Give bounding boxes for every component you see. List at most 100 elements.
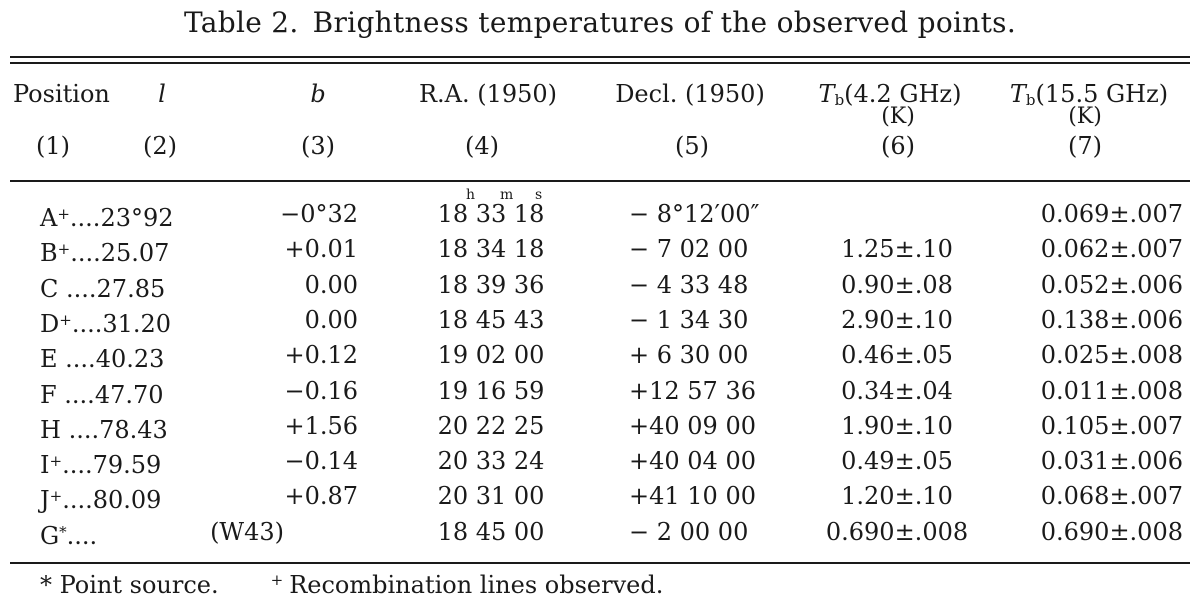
- cell-tb-15-5: 0.052±.006: [1040, 270, 1183, 299]
- colnum-5: (5): [675, 132, 709, 160]
- cell-tb-15-5: 0.031±.006: [1040, 447, 1183, 476]
- cell-l: 31.20: [102, 309, 172, 338]
- cell-b: (W43): [210, 517, 284, 546]
- cell-dec: − 2 00 00: [629, 517, 749, 546]
- ra-minutes-unit: m: [500, 187, 514, 203]
- cell-tb-4-2: 0.34±.04: [841, 376, 953, 405]
- colnum-7: (7): [1068, 132, 1102, 160]
- cell-l: 40.23: [95, 345, 165, 374]
- header-tb-4-2ghz-unit: (K): [881, 104, 915, 129]
- cell-position: E ....40.23: [40, 345, 165, 374]
- cell-l: 79.59: [92, 451, 162, 480]
- cell-tb-15-5: 0.025±.008: [1040, 341, 1183, 370]
- cell-b: +0.87: [284, 482, 358, 511]
- cell-b: +0.12: [284, 341, 358, 370]
- cell-b: 0.00: [304, 270, 358, 299]
- cell-tb-4-2: 0.46±.05: [841, 341, 953, 370]
- cell-ra: 18 34 18: [437, 235, 545, 264]
- cell-dec: +12 57 36: [629, 376, 756, 405]
- row-marker: +: [49, 452, 63, 471]
- cell-position: C ....27.85: [40, 274, 166, 303]
- colnum-1: (1): [36, 132, 70, 160]
- cell-tb-4-2: 1.90±.10: [841, 411, 953, 440]
- top-rule-inner: [10, 62, 1190, 64]
- ra-seconds-unit: s: [535, 187, 543, 203]
- footnote-plus-mark: +: [270, 571, 284, 589]
- cell-dec: − 7 02 00: [629, 235, 749, 264]
- cell-position: I+....79.59: [40, 451, 162, 480]
- header-position: Position: [13, 80, 110, 108]
- cell-ra: 20 31 00: [437, 482, 545, 511]
- cell-ra: 19 16 59: [437, 376, 545, 405]
- cell-dec: − 1 34 30: [629, 305, 749, 334]
- cell-l: 80.09: [92, 486, 162, 515]
- table-number: Table 2.: [183, 6, 299, 39]
- cell-dec: +40 09 00: [629, 411, 756, 440]
- colnum-4: (4): [465, 132, 499, 160]
- footnote-recombination: Recombination lines observed.: [289, 571, 664, 599]
- cell-ra: 18 45 43: [437, 305, 545, 334]
- cell-tb-15-5: 0.062±.007: [1040, 235, 1183, 264]
- footnotes: * Point source. + Recombination lines obse…: [40, 571, 663, 599]
- cell-b: −0.16: [284, 376, 358, 405]
- row-marker: +: [59, 310, 72, 329]
- cell-tb-15-5: 0.069±.007: [1040, 200, 1183, 228]
- row-marker: +: [57, 205, 70, 223]
- cell-ra: 19 02 00: [437, 341, 545, 370]
- cell-tb-15-5: 0.011±.008: [1040, 376, 1183, 405]
- cell-b: +0.01: [284, 235, 358, 264]
- header-tb-15-5ghz: Tb(15.5 GHz): [1009, 80, 1169, 109]
- header-dec: Decl. (1950): [615, 80, 765, 108]
- cell-tb-15-5: 0.068±.007: [1040, 482, 1183, 511]
- cell-tb-15-5: 0.690±.008: [1040, 517, 1183, 546]
- ra-hours-unit: h: [466, 187, 476, 203]
- cell-tb-4-2: 1.20±.10: [841, 482, 953, 511]
- header-tb-15-5ghz-unit: (K): [1068, 104, 1102, 129]
- bottom-rule: [10, 562, 1190, 564]
- row-marker: *: [59, 522, 67, 541]
- cell-position: D+....31.20: [40, 309, 172, 338]
- cell-l: 47.70: [94, 380, 164, 409]
- header-rule: [10, 180, 1190, 182]
- cell-dec: +40 04 00: [629, 447, 756, 476]
- cell-tb-15-5: 0.138±.006: [1040, 305, 1183, 334]
- cell-tb-4-2: 0.690±.008: [825, 517, 969, 546]
- cell-ra: 20 33 24: [437, 447, 545, 476]
- table-caption: Table 2. Brightness temperatures of the o…: [0, 6, 1200, 39]
- cell-position: A+....23°92: [40, 204, 174, 232]
- cell-tb-4-2: 1.25±.10: [841, 235, 953, 264]
- cell-dec: + 6 30 00: [629, 341, 749, 370]
- cell-ra: 18 33 18: [437, 200, 545, 228]
- table-title: Brightness temperatures of the observed …: [312, 6, 1017, 39]
- cell-position: F ....47.70: [40, 380, 164, 409]
- header-b: b: [310, 80, 326, 108]
- cell-position: J+....80.09: [40, 486, 162, 515]
- colnum-3: (3): [301, 132, 335, 160]
- header-tb-4-2ghz: Tb(4.2 GHz): [818, 80, 962, 109]
- cell-tb-4-2: 2.90±.10: [841, 305, 953, 334]
- cell-tb-4-2: 0.90±.08: [841, 270, 953, 299]
- cell-l: 27.85: [96, 274, 166, 303]
- header-ra: R.A. (1950): [418, 80, 558, 108]
- top-rule-outer: [10, 56, 1190, 58]
- cell-b: −0.14: [284, 447, 358, 476]
- header-l: l: [158, 80, 166, 108]
- cell-tb-15-5: 0.105±.007: [1040, 411, 1183, 440]
- cell-tb-4-2: 0.49±.05: [841, 447, 953, 476]
- cell-l: 78.43: [99, 415, 168, 444]
- cell-dec: − 8°12′00″: [629, 200, 760, 228]
- row-marker: +: [49, 487, 63, 506]
- cell-b: 0.00: [304, 305, 358, 334]
- cell-l: 25.07: [100, 239, 170, 268]
- cell-ra: 18 39 36: [437, 270, 545, 299]
- cell-dec: +41 10 00: [629, 482, 756, 511]
- cell-b: −0°32: [280, 200, 358, 228]
- cell-ra: 18 45 00: [437, 517, 545, 546]
- cell-ra: 20 22 25: [437, 411, 545, 440]
- colnum-6: (6): [881, 132, 915, 160]
- colnum-2: (2): [143, 132, 177, 160]
- cell-b: +1.56: [284, 411, 358, 440]
- cell-position: G*....: [40, 521, 98, 550]
- cell-position: H ....78.43: [40, 415, 168, 444]
- cell-l: 23°92: [100, 204, 174, 232]
